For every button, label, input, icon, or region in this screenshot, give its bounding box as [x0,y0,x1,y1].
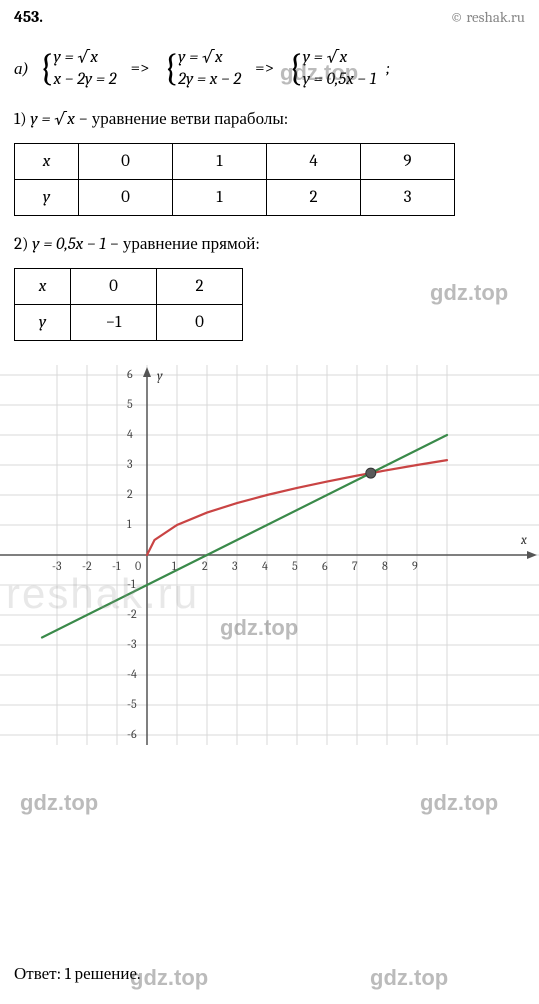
table-header: x [15,144,79,180]
eq-bot: x − 2y = 2 [54,70,117,89]
eq-top: y = √x [178,48,241,67]
table-cell: 1 [173,144,267,180]
system-2: { y = √x 2y = x − 2 [163,48,241,89]
line-text: − уравнение ветви параболы: [79,110,289,129]
line-text: − уравнение прямой: [110,235,260,254]
system-3: { y = √x y = 0,5x − 1 [288,48,376,89]
line-math: y = 0,5x − 1 [32,235,106,254]
table-row: y −1 0 [15,305,243,341]
table-header: y [15,180,79,216]
arrow-icon: => [251,59,278,78]
answer-label: Ответ: [14,965,61,984]
table-row: x 0 2 [15,269,243,305]
table-cell: 0 [79,180,173,216]
watermark: gdz.top [420,790,498,816]
eq-top: y = √x [54,48,117,67]
table-header: y [15,305,71,341]
line-num: 2) [14,235,29,254]
chart: -3-2-1123456789-6-5-4-3-2-11234560xy [0,365,539,745]
watermark: gdz.top [430,280,508,306]
table-cell: 0 [79,144,173,180]
line-math: y = √x [30,110,74,129]
brace-icon: { [39,53,54,83]
table-cell: 1 [173,180,267,216]
eq-bot: 2y = x − 2 [178,70,241,89]
chart-svg [0,365,539,745]
watermark: gdz.top [20,790,98,816]
eq-bot: y = 0,5x − 1 [303,70,377,89]
watermark: gdz.top [370,965,448,991]
site-credit: © reshak.ru [450,8,525,26]
table-cell: 3 [361,180,455,216]
table-cell: 0 [71,269,157,305]
arrow-icon: => [127,59,154,78]
table-1: x 0 1 4 9 y 0 1 2 3 [14,143,455,216]
suffix: ; [386,59,390,78]
table-cell: 2 [157,269,243,305]
header: 453. © reshak.ru [0,0,539,30]
table-header: x [15,269,71,305]
table-2: x 0 2 y −1 0 [14,268,243,341]
line-num: 1) [14,110,27,129]
part-label: а) [14,59,29,79]
table-cell: 2 [267,180,361,216]
problem-number: 453. [14,8,43,26]
table-cell: 9 [361,144,455,180]
table-row: x 0 1 4 9 [15,144,455,180]
equation-systems: а) { y = √x x − 2y = 2 => { y = √x 2y = … [0,30,539,95]
brace-icon: { [163,53,178,83]
answer: Ответ: 1 решение. [0,952,155,996]
eq-top: y = √x [303,48,377,67]
line-2: 2) y = 0,5x − 1 − уравнение прямой: [0,220,539,262]
table-cell: −1 [71,305,157,341]
table-cell: 4 [267,144,361,180]
line-1: 1) y = √x − уравнение ветви параболы: [0,95,539,137]
table-cell: 0 [157,305,243,341]
table-row: y 0 1 2 3 [15,180,455,216]
brace-icon: { [288,53,303,83]
answer-text: 1 решение. [65,965,141,984]
system-1: { y = √x x − 2y = 2 [39,48,117,89]
